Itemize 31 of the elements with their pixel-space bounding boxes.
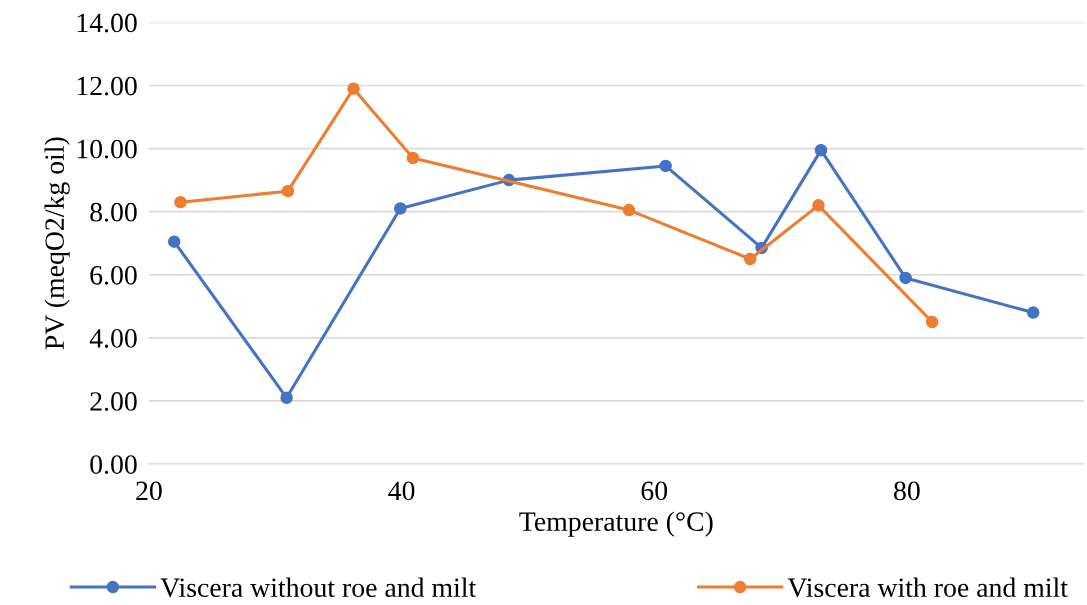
y-tick-label: 10.00 [77,139,137,159]
y-axis-title: PV (meqO2/kg oil) [44,137,70,350]
point [743,252,757,266]
point [280,391,293,405]
point [1026,306,1040,319]
y-tick-label: 14.00 [77,13,137,33]
y-tick-label: 8.00 [90,202,137,222]
point [925,315,939,329]
point [347,82,360,95]
legend-label: Viscera with roe and milt [787,577,1068,598]
point [812,199,825,212]
point [394,202,407,215]
x-tick-label: 80 [894,481,920,501]
point [659,159,672,173]
x-tick-label: 40 [388,481,415,501]
point [167,235,181,248]
x-axis-title: Temperature (°C) [519,511,713,537]
y-tick-label: 4.00 [89,329,137,348]
point [622,203,636,217]
x-tick-label: 20 [136,481,162,501]
point [406,151,420,165]
point [814,143,828,157]
point [281,184,295,198]
legend-label: Viscera without roe and milt [160,577,477,598]
point [899,271,912,285]
y-tick-label: 6.00 [90,265,137,285]
x-tick-label: 60 [641,481,668,501]
y-tick-label: 2.00 [90,392,137,411]
y-tick-label: 0.00 [90,455,137,475]
point [174,195,187,209]
y-tick-label: 12.00 [77,76,137,96]
